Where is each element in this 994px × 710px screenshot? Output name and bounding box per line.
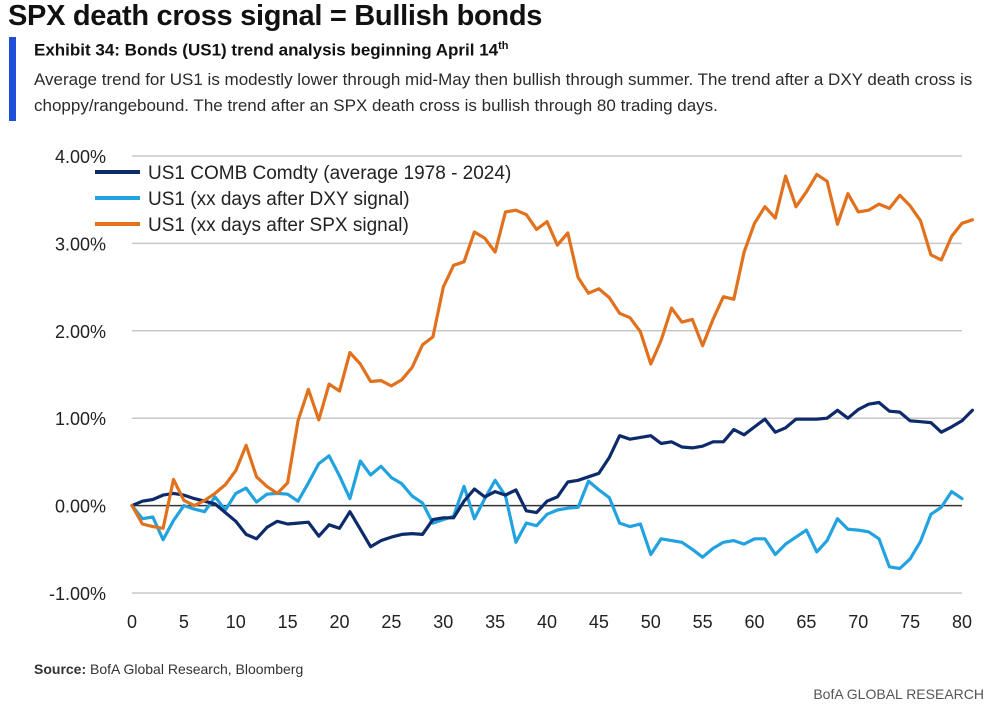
x-tick-label: 55 xyxy=(693,612,713,632)
x-tick-label: 45 xyxy=(589,612,609,632)
x-tick-label: 65 xyxy=(796,612,816,632)
series-line xyxy=(130,400,975,549)
legend-label: US1 (xx days after SPX signal) xyxy=(148,215,409,236)
y-tick-label: 4.00% xyxy=(55,147,106,167)
trend-line-chart: -1.00% 0.00% 1.00% 2.00% 3.00% 4.00% 0 5 10 15 20 2… xyxy=(49,147,975,632)
page-headline: SPX death cross signal = Bullish bonds xyxy=(8,0,543,32)
x-tick-label: 20 xyxy=(329,612,349,632)
x-tick-label: 75 xyxy=(900,612,920,632)
brand-footer: BofA GLOBAL RESEARCH xyxy=(813,686,984,702)
x-tick-label: 50 xyxy=(641,612,661,632)
y-tick-label: 3.00% xyxy=(55,234,106,254)
source-text: BofA Global Research, Bloomberg xyxy=(86,661,304,677)
source-note: Source: BofA Global Research, Bloomberg xyxy=(34,661,303,677)
series-line xyxy=(130,454,964,571)
x-tick-label: 70 xyxy=(848,612,868,632)
x-tick-label: 35 xyxy=(485,612,505,632)
y-tick-label: 1.00% xyxy=(55,409,106,429)
x-tick-label: 5 xyxy=(179,612,189,632)
x-tick-label: 60 xyxy=(744,612,764,632)
legend-label: US1 (xx days after DXY signal) xyxy=(148,189,410,210)
exhibit-title-superscript: th xyxy=(498,40,509,52)
x-tick-label: 40 xyxy=(537,612,557,632)
x-tick-label: 15 xyxy=(278,612,298,632)
series-line xyxy=(130,172,975,530)
source-label: Source: xyxy=(34,661,87,677)
accent-bar xyxy=(9,37,16,121)
x-tick-label: 30 xyxy=(433,612,453,632)
x-tick-label: 10 xyxy=(226,612,246,632)
y-tick-label: 2.00% xyxy=(55,322,106,342)
y-tick-label: -1.00% xyxy=(49,584,106,604)
x-tick-label: 80 xyxy=(952,612,972,632)
x-tick-label: 25 xyxy=(381,612,401,632)
y-tick-label: 0.00% xyxy=(55,497,106,517)
exhibit-description: Average trend for US1 is modestly lower … xyxy=(34,70,973,115)
legend-label: US1 COMB Comdty (average 1978 - 2024) xyxy=(148,163,511,184)
exhibit-title-text: Exhibit 34: Bonds (US1) trend analysis b… xyxy=(34,40,499,60)
exhibit-title: Exhibit 34: Bonds (US1) trend analysis b… xyxy=(34,40,509,61)
x-tick-label: 0 xyxy=(127,612,137,632)
